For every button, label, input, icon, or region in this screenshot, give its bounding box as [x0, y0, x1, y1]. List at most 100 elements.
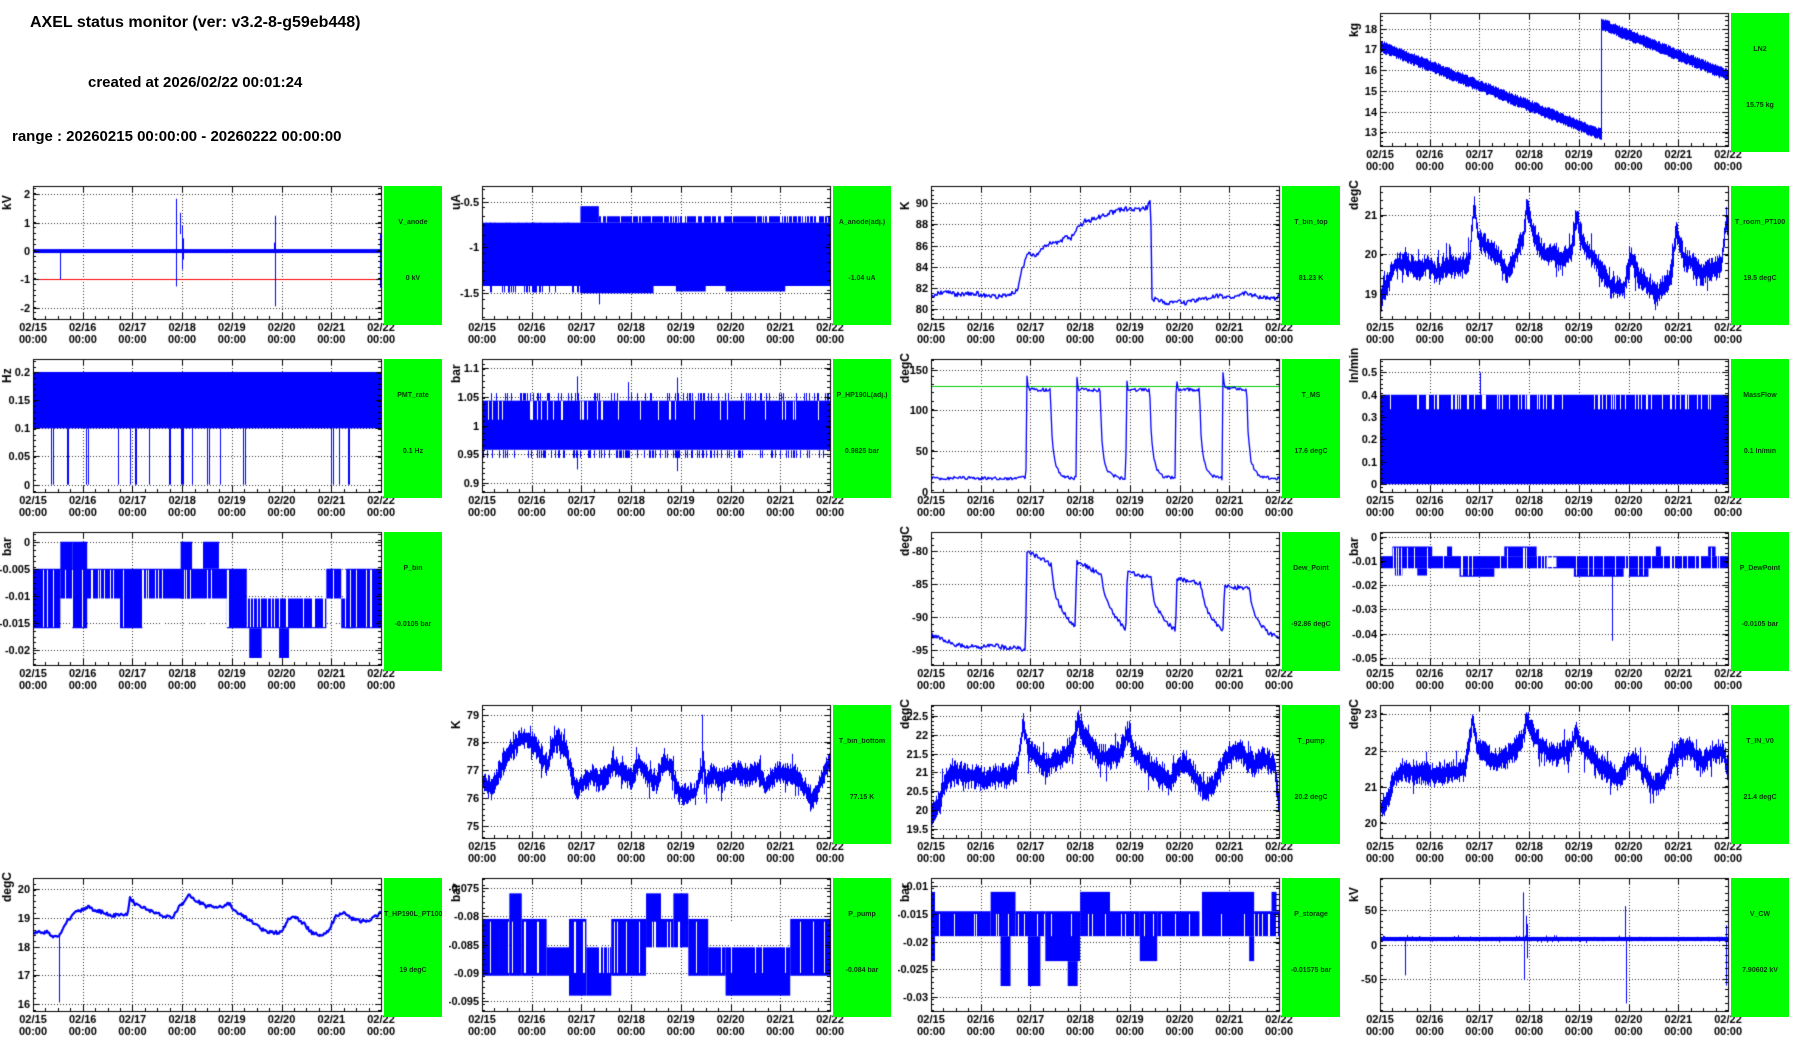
t-pump-chart: [898, 692, 1347, 865]
t-in-v0-current-value: 21.4 degC: [1743, 793, 1777, 801]
p-pump-label-box: P_pump -0.084 bar: [833, 878, 891, 1017]
t-hp190l-pt100-chart: [0, 865, 449, 1038]
p-dewpoint-chart: [1347, 519, 1796, 692]
t-pump-label-box: T_pump 20.2 degC: [1282, 705, 1340, 844]
a-anode-series-name: A_anode(adj.): [838, 219, 886, 227]
t-room-pt100-chart: [1347, 173, 1796, 346]
panel-p-hp190l: P_HP190L(adj.) 0.9825 bar: [449, 346, 898, 519]
panel-a-anode: A_anode(adj.) -1.04 uA: [449, 173, 898, 346]
p-pump-current-value: -0.084 bar: [845, 966, 879, 974]
t-bin-top-chart: [898, 173, 1347, 346]
t-bin-bottom-current-value: 77.15 K: [849, 793, 875, 801]
v-anode-series-name: V_anode: [398, 219, 428, 227]
p-dewpoint-current-value: -0.0105 bar: [1741, 620, 1779, 628]
v-anode-chart: [0, 173, 449, 346]
massflow-current-value: 0.1 ln/min: [1743, 447, 1777, 455]
t-hp190l-pt100-label-box: T_HP190L_PT100 19 degC: [384, 878, 442, 1017]
t-in-v0-label-box: T_IN_V0 21.4 degC: [1731, 705, 1789, 844]
panel-ln2: LN2 15.75 kg: [1347, 0, 1796, 173]
a-anode-chart: [449, 173, 898, 346]
t-room-pt100-label-box: T_room_PT100 19.5 degC: [1731, 186, 1789, 325]
panel-t-pump: T_pump 20.2 degC: [898, 692, 1347, 865]
pmt-rate-label-box: PMT_rate 0.1 Hz: [384, 359, 442, 498]
panel-t-in-v0: T_IN_V0 21.4 degC: [1347, 692, 1796, 865]
report-created-timestamp: created at 2026/02/22 00:01:24: [88, 74, 303, 91]
t-hp190l-pt100-current-value: 19 degC: [399, 966, 427, 974]
panel-t-hp190l-pt100: T_HP190L_PT100 19 degC: [0, 865, 449, 1038]
p-hp190l-current-value: 0.9825 bar: [844, 447, 880, 455]
t-ms-current-value: 17.6 degC: [1294, 447, 1328, 455]
p-storage-current-value: -0.01575 bar: [1290, 966, 1332, 974]
t-in-v0-series-name: T_IN_V0: [1746, 738, 1774, 746]
p-hp190l-label-box: P_HP190L(adj.) 0.9825 bar: [833, 359, 891, 498]
report-title: AXEL status monitor (ver: v3.2-8-g59eb44…: [30, 14, 361, 31]
ln2-series-name: LN2: [1753, 46, 1767, 54]
ln2-current-value: 15.75 kg: [1746, 101, 1774, 109]
t-room-pt100-current-value: 19.5 degC: [1743, 274, 1777, 282]
report-date-range: range : 20260215 00:00:00 - 20260222 00:…: [12, 128, 342, 145]
a-anode-label-box: A_anode(adj.) -1.04 uA: [833, 186, 891, 325]
dew-point-current-value: -92.86 degC: [1291, 620, 1331, 628]
pmt-rate-chart: [0, 346, 449, 519]
t-room-pt100-series-name: T_room_PT100: [1734, 219, 1786, 227]
v-cw-chart: [1347, 865, 1796, 1038]
p-storage-label-box: P_storage -0.01575 bar: [1282, 878, 1340, 1017]
p-hp190l-chart: [449, 346, 898, 519]
v-cw-label-box: V_CW 7.90602 kV: [1731, 878, 1789, 1017]
massflow-chart: [1347, 346, 1796, 519]
t-ms-series-name: T_MS: [1301, 392, 1321, 400]
ln2-chart: [1347, 0, 1796, 173]
p-storage-series-name: P_storage: [1294, 911, 1328, 919]
panel-dew-point: Dew_Point -92.86 degC: [898, 519, 1347, 692]
panel-t-room-pt100: T_room_PT100 19.5 degC: [1347, 173, 1796, 346]
p-pump-chart: [449, 865, 898, 1038]
massflow-series-name: MassFlow: [1743, 392, 1777, 400]
v-anode-current-value: 0 kV: [405, 274, 421, 282]
panel-p-dewpoint: P_DewPoint -0.0105 bar: [1347, 519, 1796, 692]
panel-t-ms: T_MS 17.6 degC: [898, 346, 1347, 519]
t-bin-bottom-series-name: T_bin_bottom: [838, 738, 886, 746]
t-pump-current-value: 20.2 degC: [1294, 793, 1328, 801]
ln2-label-box: LN2 15.75 kg: [1731, 13, 1789, 152]
pmt-rate-current-value: 0.1 Hz: [402, 447, 424, 455]
t-hp190l-pt100-series-name: T_HP190L_PT100: [384, 911, 442, 919]
panel-t-bin-bottom: T_bin_bottom 77.15 K: [449, 692, 898, 865]
dew-point-label-box: Dew_Point -92.86 degC: [1282, 532, 1340, 671]
t-bin-bottom-label-box: T_bin_bottom 77.15 K: [833, 705, 891, 844]
massflow-label-box: MassFlow 0.1 ln/min: [1731, 359, 1789, 498]
t-bin-top-current-value: 81.23 K: [1298, 274, 1324, 282]
report-header: AXEL status monitor (ver: v3.2-8-g59eb44…: [0, 0, 920, 172]
panel-v-cw: V_CW 7.90602 kV: [1347, 865, 1796, 1038]
v-cw-current-value: 7.90602 kV: [1742, 966, 1778, 974]
p-bin-current-value: -0.0105 bar: [394, 620, 432, 628]
panel-t-bin-top: T_bin_top 81.23 K: [898, 173, 1347, 346]
panel-pmt-rate: PMT_rate 0.1 Hz: [0, 346, 449, 519]
p-bin-series-name: P_bin: [403, 565, 423, 573]
panel-v-anode: V_anode 0 kV: [0, 173, 449, 346]
pmt-rate-series-name: PMT_rate: [397, 392, 429, 400]
p-bin-label-box: P_bin -0.0105 bar: [384, 532, 442, 671]
t-in-v0-chart: [1347, 692, 1796, 865]
v-cw-series-name: V_CW: [1749, 911, 1771, 919]
panel-p-bin: P_bin -0.0105 bar: [0, 519, 449, 692]
p-dewpoint-series-name: P_DewPoint: [1739, 565, 1781, 573]
a-anode-current-value: -1.04 uA: [848, 274, 876, 282]
t-bin-bottom-chart: [449, 692, 898, 865]
p-bin-chart: [0, 519, 449, 692]
panel-p-storage: P_storage -0.01575 bar: [898, 865, 1347, 1038]
panel-massflow: MassFlow 0.1 ln/min: [1347, 346, 1796, 519]
t-bin-top-label-box: T_bin_top 81.23 K: [1282, 186, 1340, 325]
t-ms-label-box: T_MS 17.6 degC: [1282, 359, 1340, 498]
p-hp190l-series-name: P_HP190L(adj.): [836, 392, 888, 400]
panel-p-pump: P_pump -0.084 bar: [449, 865, 898, 1038]
dew-point-chart: [898, 519, 1347, 692]
p-storage-chart: [898, 865, 1347, 1038]
v-anode-label-box: V_anode 0 kV: [384, 186, 442, 325]
p-pump-series-name: P_pump: [848, 911, 876, 919]
t-ms-chart: [898, 346, 1347, 519]
p-dewpoint-label-box: P_DewPoint -0.0105 bar: [1731, 532, 1789, 671]
dew-point-series-name: Dew_Point: [1293, 565, 1329, 573]
t-bin-top-series-name: T_bin_top: [1294, 219, 1328, 227]
t-pump-series-name: T_pump: [1297, 738, 1325, 746]
